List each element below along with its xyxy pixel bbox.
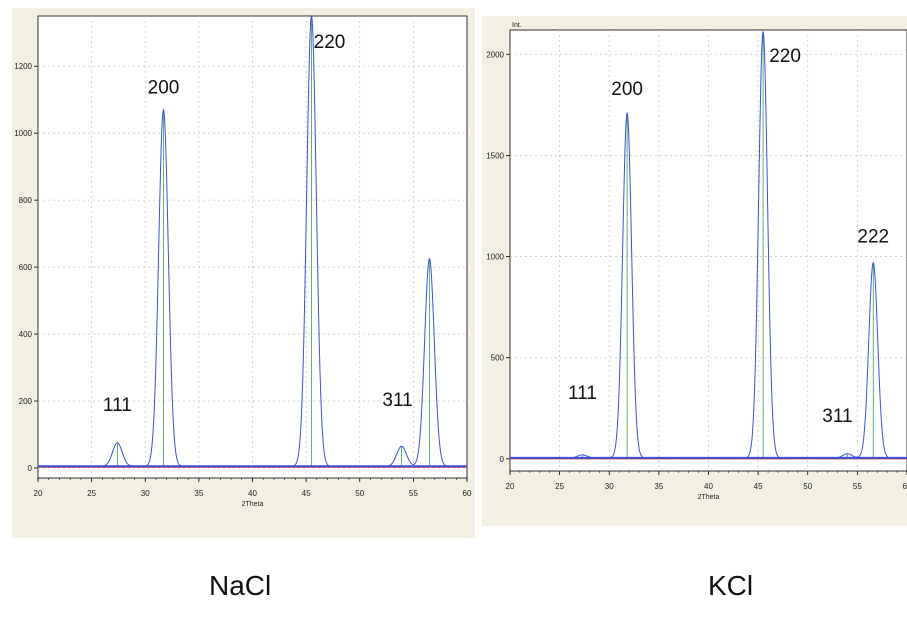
peak-label-200: 200	[611, 79, 643, 100]
y-tick-label: 500	[491, 354, 505, 363]
peak-label-311: 311	[822, 406, 852, 427]
x-tick-label: 25	[87, 489, 96, 498]
y-tick-label: 0	[28, 464, 33, 473]
x-axis-label: 2Theta	[242, 501, 264, 508]
peak-label-111: 111	[568, 383, 597, 404]
nacl-xrd-chart: 20 25 30 35 40 45 50 55 600200400600800100012002…	[14, 14, 472, 508]
y-tick-label: 0	[500, 455, 505, 464]
x-tick-label: 30	[605, 482, 614, 491]
y-tick-label: 600	[19, 263, 33, 272]
x-tick-label: 30	[141, 489, 150, 498]
y-tick-label: 1200	[14, 62, 32, 71]
peak-label-220: 220	[314, 32, 346, 53]
peak-label-311: 311	[382, 390, 412, 411]
x-tick-label: 35	[194, 489, 203, 498]
x-tick-label: 45	[754, 482, 763, 491]
x-tick-label: 25	[555, 482, 564, 491]
nacl-chart-panel: 20 25 30 35 40 45 50 55 60 0 200 400 600 800 1000 1200 2…	[12, 8, 475, 538]
x-axis-label: 2Theta	[698, 494, 720, 501]
y-tick-label: 200	[19, 397, 33, 406]
peak-label-111: 111	[103, 395, 132, 416]
y-tick-label: 1000	[486, 253, 504, 262]
y-axis-label: Int.	[512, 22, 522, 29]
x-tick-label: 55	[853, 482, 862, 491]
x-tick-label: 50	[803, 482, 812, 491]
x-tick-label: 40	[248, 489, 257, 498]
x-tick-label: 20	[506, 482, 515, 491]
kcl-caption: KCl	[708, 570, 754, 601]
x-tick-label: 45	[302, 489, 311, 498]
y-tick-label: 800	[19, 196, 33, 205]
y-tick-label: 2000	[486, 50, 504, 59]
x-tick-label: 20	[34, 489, 43, 498]
x-tick-label: 55	[409, 489, 418, 498]
kcl-xrd-chart: 20 25 30 35 40 45 50 55 60 0 500 1000 1500 2000 2Theta…	[486, 22, 907, 501]
x-tick-label: 50	[355, 489, 364, 498]
nacl-caption: NaCl	[209, 570, 272, 601]
y-tick-label: 400	[19, 330, 33, 339]
x-tick-label: 35	[654, 482, 663, 491]
peak-label-220: 220	[769, 46, 801, 67]
y-tick-label: 1500	[486, 151, 504, 160]
peak-label-200: 200	[148, 78, 180, 99]
x-tick-label: 40	[704, 482, 713, 491]
y-tick-label: 1000	[14, 129, 32, 138]
peak-label-222: 222	[857, 227, 889, 248]
x-tick-label: 60	[903, 482, 907, 491]
x-tick-label: 60	[463, 489, 472, 498]
kcl-chart-panel: 20 25 30 35 40 45 50 55 60 0 500 1000 1500 2000 2Theta…	[482, 16, 907, 526]
